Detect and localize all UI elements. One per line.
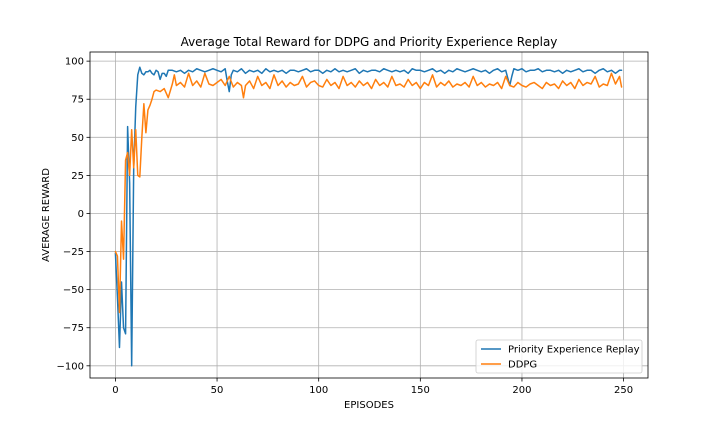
x-tick-label: 200 [512, 385, 531, 396]
plot-frame [89, 51, 649, 379]
legend: Priority Experience Replay DDPG [475, 339, 643, 374]
x-tick-label: 250 [614, 385, 633, 396]
series-line-priority-experience-replay [114, 66, 623, 367]
y-tick-label: 75 [71, 95, 84, 106]
x-tick-label: 50 [211, 385, 224, 396]
x-tick-label: 100 [309, 385, 328, 396]
ticks: 0 50 100 150 200 250 −100 −75 −50 −25 0 25 50 75 100 [57, 57, 634, 396]
legend-label-ddpg: DDPG [508, 360, 537, 371]
legend-label-per: Priority Experience Replay [508, 345, 640, 356]
y-tick-label: −75 [63, 323, 84, 334]
series-layer [114, 66, 623, 367]
y-tick-label: −50 [63, 285, 84, 296]
legend-box [475, 339, 643, 374]
chart-title: Average Total Reward for DDPG and Priori… [181, 35, 558, 49]
y-tick-label: 100 [65, 57, 84, 68]
y-tick-label: 25 [71, 171, 84, 182]
y-tick-label: 50 [71, 133, 84, 144]
x-tick-label: 0 [112, 385, 118, 396]
y-axis-label: AVERAGE REWARD [41, 168, 52, 262]
y-tick-label: 0 [78, 209, 84, 220]
grid [90, 52, 648, 378]
y-tick-label: −100 [57, 361, 84, 372]
y-tick-label: −25 [63, 247, 84, 258]
series-line-ddpg [114, 72, 623, 314]
x-tick-label: 150 [411, 385, 430, 396]
x-axis-label: EPISODES [344, 400, 394, 411]
